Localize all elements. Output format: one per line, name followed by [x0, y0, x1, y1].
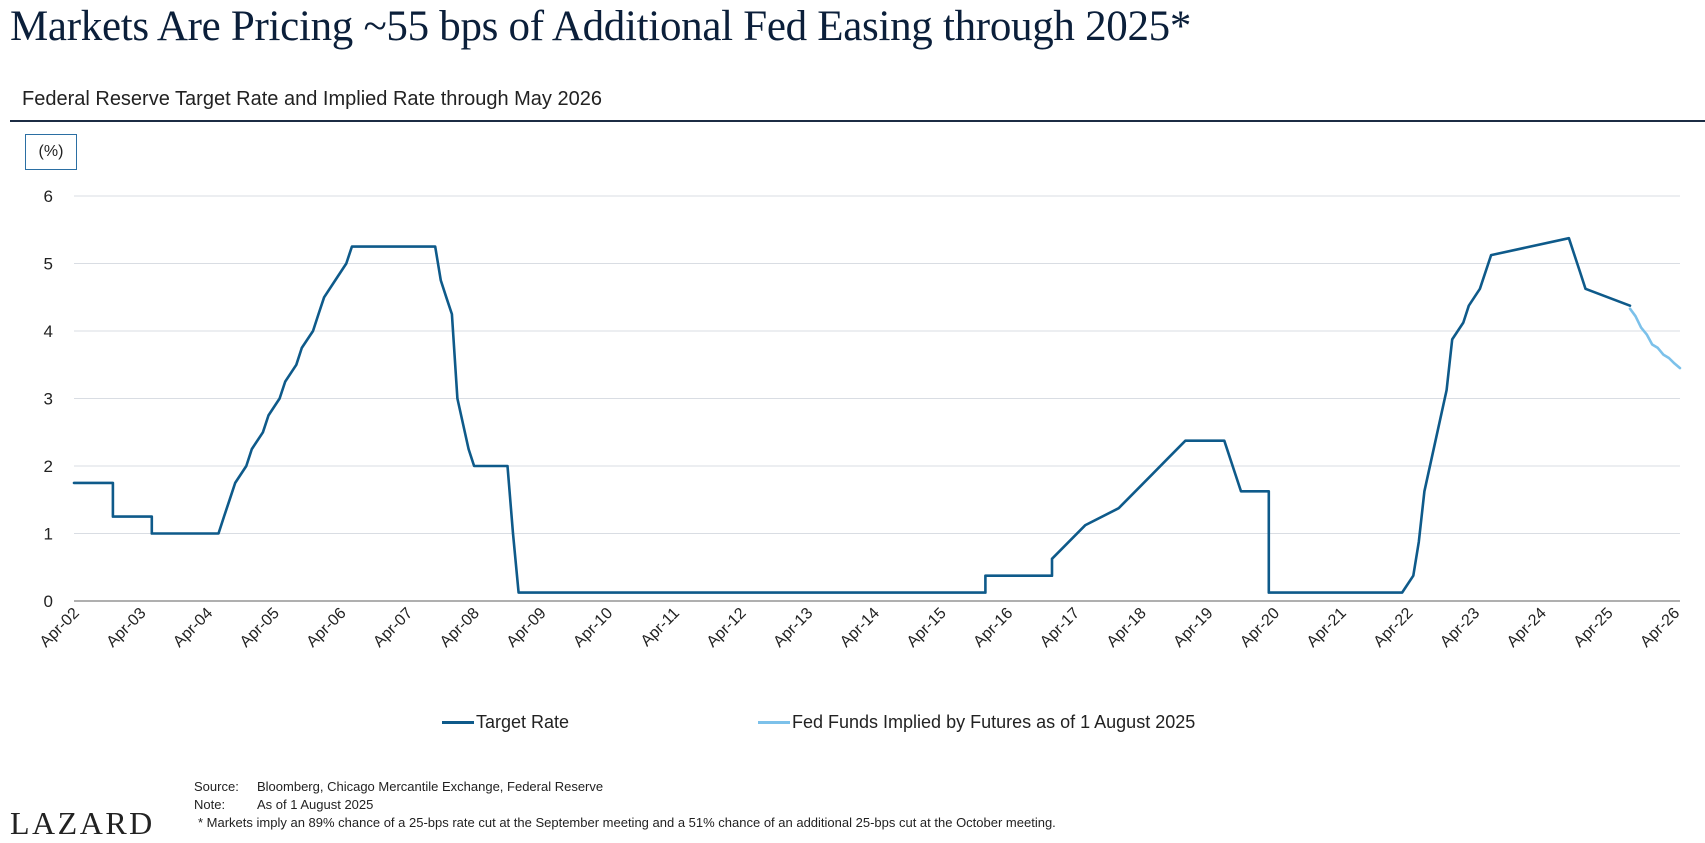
- series-line-implied-rate: [1628, 307, 1682, 370]
- x-tick-label: Apr-07: [370, 605, 416, 651]
- y-axis-unit-label: (%): [25, 134, 77, 170]
- y-tick-label: 6: [44, 187, 53, 206]
- x-tick-label: Apr-16: [970, 605, 1016, 651]
- x-tick-label: Apr-03: [104, 605, 150, 651]
- title-divider: [10, 120, 1705, 122]
- note-text: As of 1 August 2025: [257, 797, 374, 812]
- x-tick-label: Apr-26: [1637, 605, 1683, 651]
- x-tick-label: Apr-24: [1504, 605, 1550, 651]
- x-tick-label: Apr-05: [237, 605, 283, 651]
- chart-subtitle: Federal Reserve Target Rate and Implied …: [22, 88, 602, 110]
- x-tick-label: Apr-10: [570, 605, 616, 651]
- lazard-logo: LAZARD: [10, 805, 155, 841]
- page-title: Markets Are Pricing ~55 bps of Additiona…: [10, 3, 1192, 50]
- x-tick-label: Apr-06: [304, 605, 350, 651]
- x-tick-label: Apr-20: [1237, 605, 1283, 651]
- x-tick-label: Apr-17: [1037, 605, 1083, 651]
- x-tick-label: Apr-15: [904, 605, 950, 651]
- x-tick-label: Apr-09: [504, 605, 550, 651]
- legend-label-implied-rate: Fed Funds Implied by Futures as of 1 Aug…: [792, 712, 1196, 732]
- y-tick-label: 0: [44, 592, 53, 611]
- legend-label-target-rate: Target Rate: [476, 712, 570, 732]
- legend-swatch-target-rate: [442, 721, 474, 724]
- x-tick-label: Apr-25: [1571, 605, 1617, 651]
- note-label: Note:: [194, 797, 226, 812]
- y-tick-label: 3: [44, 390, 53, 409]
- series-line-target-rate: [72, 236, 1632, 594]
- source-label: Source:: [194, 779, 239, 794]
- line-chart: 0 1 2 3 4 5 6 Apr-02 Apr-03 Apr-04 Apr-05 Apr-06 Apr…: [37, 187, 1683, 651]
- chart-notes: Source: Bloomberg, Chicago Mercantile Ex…: [194, 778, 1056, 832]
- legend-item-target-rate: Target Rate: [442, 712, 569, 733]
- x-tick-label: Apr-22: [1371, 605, 1417, 651]
- x-tick-label: Apr-19: [1170, 605, 1216, 651]
- y-tick-label: 4: [44, 322, 53, 341]
- x-tick-label: Apr-13: [770, 605, 816, 651]
- y-tick-label: 1: [44, 525, 53, 544]
- y-tick-label: 5: [44, 255, 53, 274]
- legend-item-implied-rate: Fed Funds Implied by Futures as of 1 Aug…: [758, 712, 1195, 733]
- x-tick-label: Apr-21: [1304, 605, 1350, 651]
- x-tick-label: Apr-11: [638, 605, 683, 650]
- legend-swatch-implied-rate: [758, 721, 790, 724]
- source-text: Bloomberg, Chicago Mercantile Exchange, …: [257, 779, 604, 794]
- x-tick-label: Apr-02: [37, 605, 83, 651]
- source-row: Source: Bloomberg, Chicago Mercantile Ex…: [194, 778, 1056, 796]
- footnote: * Markets imply an 89% chance of a 25-bp…: [198, 815, 1056, 830]
- x-tick-label: Apr-18: [1104, 605, 1150, 651]
- x-tick-label: Apr-08: [437, 605, 483, 651]
- x-tick-label: Apr-04: [170, 605, 216, 651]
- x-tick-label: Apr-23: [1437, 605, 1483, 651]
- y-tick-label: 2: [44, 457, 53, 476]
- note-row: Note: As of 1 August 2025: [194, 796, 1056, 814]
- x-tick-label: Apr-14: [837, 605, 883, 651]
- x-tick-label: Apr-12: [704, 605, 750, 651]
